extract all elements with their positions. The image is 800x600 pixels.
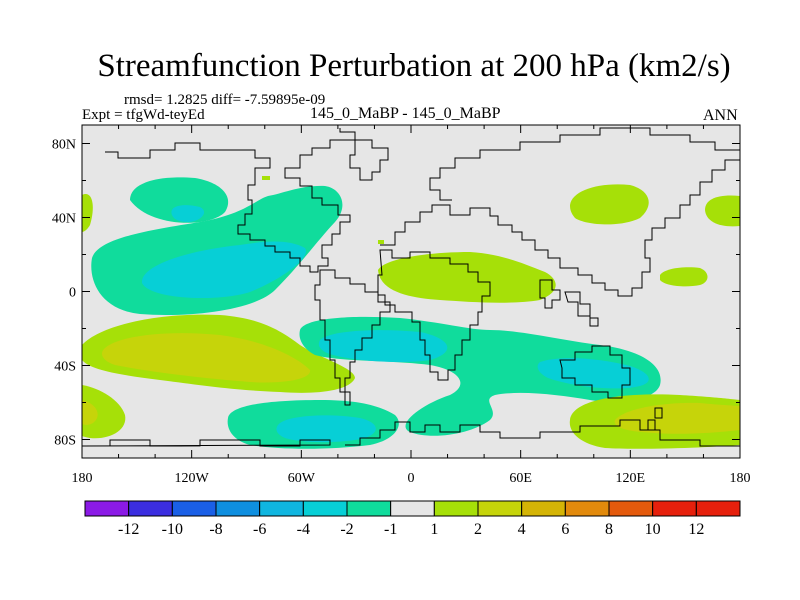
coastline-south-america	[314, 269, 391, 406]
case-label: 145_0_MaBP - 145_0_MaBP	[310, 105, 501, 122]
coastline-antarctica	[82, 419, 740, 447]
experiment-label: Expt = tfgWd-teyEd	[82, 107, 205, 123]
contour-fill-negative	[318, 330, 448, 363]
colorbar-swatch	[564, 500, 610, 517]
colorbar-swatch	[84, 500, 130, 517]
contour-fill-negative	[171, 205, 205, 222]
contour-fill-speck	[262, 176, 270, 180]
colorbar-swatch	[128, 500, 173, 517]
colorbar-label: 8	[605, 521, 613, 538]
colorbar-label: 10	[645, 521, 661, 538]
colorbar-label: 12	[688, 521, 704, 538]
colorbar-label: 1	[430, 521, 438, 538]
colorbar-swatch	[171, 500, 217, 517]
contour-fill-positive	[660, 267, 708, 287]
colorbar-swatch	[608, 500, 654, 517]
colorbar-label: -12	[118, 521, 139, 538]
colorbar-label: 4	[518, 521, 526, 538]
colorbar-swatch	[433, 500, 479, 517]
colorbar-label: -4	[297, 521, 310, 538]
colorbar-swatch	[695, 500, 741, 517]
coastline-eurasia	[380, 127, 740, 297]
x-tick-label: 60E	[509, 471, 532, 486]
contour-fill-positive	[378, 252, 556, 303]
coastline-north-america	[105, 128, 356, 273]
x-tick-label: 180	[72, 471, 93, 486]
y-tick-label: 0	[69, 286, 76, 301]
x-tick-label: 180	[730, 471, 751, 486]
contour-fill-positive	[82, 385, 126, 439]
contour-fill-negative	[537, 358, 649, 389]
contour-fill-positive	[82, 194, 93, 232]
coastline-australia	[559, 345, 631, 399]
colorbar-labels: -12 -10 -8 -6 -4 -2 -1 1 2 4 6 8 10 12	[118, 521, 704, 538]
contour-fills	[82, 176, 740, 449]
x-tick-label: 120E	[616, 471, 646, 486]
x-tick-label: 60W	[288, 471, 316, 486]
contour-fill-speck	[378, 240, 384, 244]
x-tick-labels: 180 120W 60W 0 60E 120E 180	[72, 471, 751, 486]
contour-fill-positive	[102, 333, 311, 383]
y-tick-label: 40S	[54, 360, 76, 375]
colorbar-swatch	[477, 500, 523, 517]
colorbar-swatch	[259, 500, 304, 517]
colorbar-swatch	[346, 500, 392, 517]
y-tick-label: 80S	[54, 434, 76, 449]
coastline-africa	[377, 249, 491, 381]
colorbar-label: -2	[340, 521, 353, 538]
colorbar-swatch	[302, 500, 348, 517]
colorbar-swatch	[521, 500, 566, 517]
coastline-new-zealand	[647, 407, 663, 431]
x-tick-label: 0	[408, 471, 415, 486]
continent-outlines	[82, 127, 740, 447]
chart-subtitle: rmsd= 1.2825 diff= -7.59895e-09	[124, 92, 326, 108]
coastline-south-asia	[539, 279, 599, 327]
contour-fill-negative	[141, 241, 306, 299]
colorbar-label: 2	[474, 521, 482, 538]
colorbar	[84, 500, 741, 517]
y-tick-label: 80N	[52, 138, 76, 153]
map-area	[81, 124, 741, 459]
colorbar-label: -1	[384, 521, 397, 538]
colorbar-swatch	[390, 500, 435, 517]
x-tick-label: 120W	[175, 471, 210, 486]
colorbar-label: -8	[209, 521, 222, 538]
contour-fill-positive	[614, 402, 740, 434]
colorbar-label: 6	[561, 521, 569, 538]
y-tick-label: 40N	[52, 212, 76, 227]
contour-fill-positive	[570, 184, 649, 225]
colorbar-label: -10	[162, 521, 183, 538]
coastline-greenland	[349, 139, 389, 181]
colorbar-swatch	[215, 500, 261, 517]
chart-title: Streamfunction Perturbation at 200 hPa (…	[97, 48, 731, 84]
contour-fill-negative	[276, 415, 376, 443]
colorbar-label: -6	[253, 521, 266, 538]
contour-fill-positive	[82, 400, 98, 425]
axis-ticks	[81, 125, 741, 458]
y-tick-labels: 80N 40N 0 40S 80S	[52, 138, 76, 449]
season-label: ANN	[703, 107, 738, 124]
contour-fill-positive	[705, 195, 740, 227]
colorbar-swatch	[652, 500, 697, 517]
